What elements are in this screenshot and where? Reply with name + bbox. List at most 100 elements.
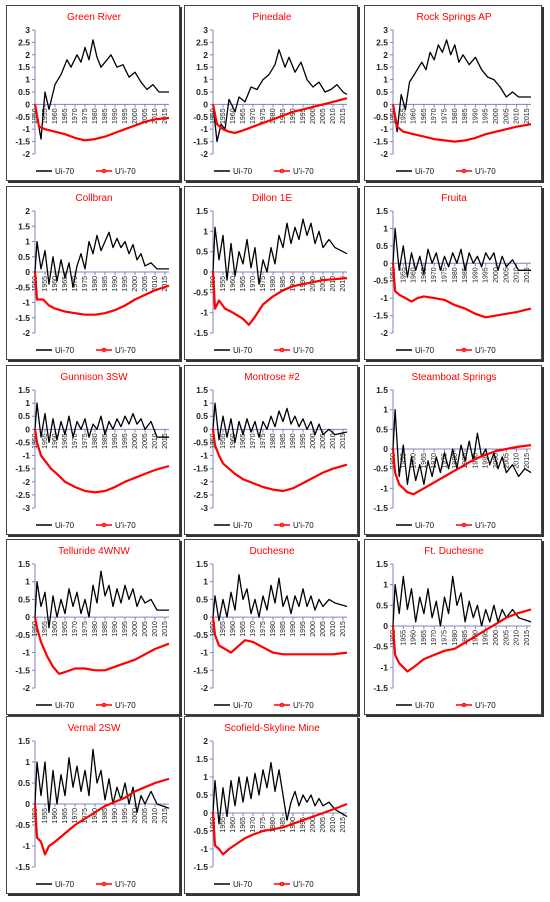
- y-tick-label: 1.5: [376, 62, 388, 72]
- x-tick-label: 1955: [42, 276, 49, 292]
- legend-uprime-marker: [101, 702, 107, 708]
- y-tick-label: 1: [25, 577, 30, 587]
- y-tick-label: 0: [25, 267, 30, 277]
- legend-uprime-label: U'i-70: [293, 701, 314, 710]
- y-tick-label: 0.5: [18, 87, 30, 97]
- x-tick-label: 2010: [330, 433, 337, 449]
- x-tick-label: 1970: [72, 433, 79, 449]
- y-tick-label: 0: [25, 99, 30, 109]
- x-tick-label: 1970: [431, 267, 438, 283]
- x-tick-label: 1955: [400, 630, 407, 646]
- x-tick-label: 1965: [62, 276, 69, 292]
- x-tick-label: 1975: [441, 630, 448, 646]
- y-tick-label: -1.5: [193, 862, 208, 872]
- y-tick-label: 2: [383, 50, 388, 60]
- x-tick-label: 2005: [320, 433, 327, 449]
- x-tick-label: 2015: [162, 276, 169, 292]
- y-tick-label: -1: [200, 451, 208, 461]
- legend-uprime-label: U'i-70: [475, 346, 496, 355]
- y-tick-label: -0.5: [193, 112, 208, 122]
- y-tick-label: -2: [380, 149, 388, 159]
- x-tick-label: 1980: [92, 433, 99, 449]
- x-tick-label: 1960: [52, 621, 59, 637]
- y-tick-label: 2: [203, 50, 208, 60]
- x-tick-label: 1975: [260, 433, 267, 449]
- x-tick-label: 1965: [62, 621, 69, 637]
- y-tick-label: -0.5: [373, 464, 388, 474]
- x-tick-label: 1960: [230, 817, 237, 833]
- x-tick-label: 1960: [230, 276, 237, 292]
- y-tick-label: 3: [203, 25, 208, 35]
- y-tick-label: -3: [200, 503, 208, 513]
- x-tick-label: 1990: [290, 276, 297, 292]
- x-tick-label: 2015: [340, 817, 347, 833]
- x-tick-label: 1960: [230, 621, 237, 637]
- x-tick-label: 2005: [142, 108, 149, 124]
- x-tick-label: 1990: [112, 808, 119, 824]
- chart-title: Scofield-Skyline Mine: [224, 723, 320, 734]
- x-tick-label: 1965: [62, 433, 69, 449]
- x-tick-label: 1970: [72, 276, 79, 292]
- y-tick-label: -0.5: [373, 112, 388, 122]
- x-tick-label: 1980: [270, 621, 277, 637]
- x-tick-label: 1980: [270, 108, 277, 124]
- x-tick-label: 2005: [503, 630, 510, 646]
- y-tick-label: -0.5: [15, 112, 30, 122]
- chart-svg: Gunnison 3SW 1.5 1 0.5 0 -0.5 -1 -1.5 -2 -2.5 -3 19…: [15, 372, 170, 530]
- y-tick-label: -0.5: [15, 820, 30, 830]
- y-tick-label: -0.5: [193, 287, 208, 297]
- series-uprime-line: [211, 97, 348, 135]
- y-tick-label: -1: [200, 308, 208, 318]
- x-tick-label: 1985: [280, 433, 287, 449]
- x-tick-label: 1990: [112, 433, 119, 449]
- x-tick-label: 1975: [441, 267, 448, 283]
- legend-uprime-label: U'i-70: [293, 521, 314, 530]
- y-tick-label: -0.5: [193, 437, 208, 447]
- x-tick-label: 1960: [411, 453, 418, 469]
- series-uprime-line: [391, 263, 532, 319]
- x-tick-label: 1970: [250, 433, 257, 449]
- y-tick-label: 0.5: [18, 594, 30, 604]
- x-tick-label: 2000: [310, 433, 317, 449]
- legend-uprime-label: U'i-70: [475, 521, 496, 530]
- y-tick-label: 0: [203, 612, 208, 622]
- legend-uprime-label: U'i-70: [293, 346, 314, 355]
- y-tick-label: -0.5: [15, 437, 30, 447]
- legend-uprime-marker: [461, 522, 467, 528]
- x-tick-label: 1985: [102, 621, 109, 637]
- legend-ui-label: Ui-70: [55, 701, 75, 710]
- x-tick-label: 1995: [122, 276, 129, 292]
- x-tick-label: 1985: [102, 108, 109, 124]
- x-tick-label: 2005: [320, 108, 327, 124]
- legend-uprime-label: U'i-70: [115, 346, 136, 355]
- y-tick-label: -1.5: [15, 862, 30, 872]
- y-tick-label: 1.5: [196, 754, 208, 764]
- series-ui-line: [392, 39, 531, 133]
- x-tick-label: 1990: [472, 267, 479, 283]
- y-tick-label: 0.5: [18, 778, 30, 788]
- x-tick-label: 1980: [92, 108, 99, 124]
- series-uprime-line: [211, 429, 348, 493]
- x-tick-label: 1970: [431, 108, 438, 124]
- y-tick-label: 2: [25, 206, 30, 216]
- x-tick-label: 1960: [52, 808, 59, 824]
- y-tick-label: -2.5: [15, 490, 30, 500]
- x-tick-label: 1990: [472, 453, 479, 469]
- x-tick-label: 2010: [152, 621, 159, 637]
- chart-panel: Green River 3 2.5 2 1.5 1 0.5 0 -0.5 -1 -1.5 -2 1950…: [6, 5, 180, 181]
- legend-uprime-label: U'i-70: [475, 701, 496, 710]
- series-uprime-line: [391, 608, 532, 673]
- series-ui-line: [34, 748, 170, 814]
- y-tick-label: -0.5: [15, 630, 30, 640]
- x-tick-label: 2000: [310, 817, 317, 833]
- chart-panel: Duchesne 1.5 1 0.5 0 -0.5 -1 -1.5 -2 1950 1955 1960…: [184, 539, 358, 715]
- y-tick-label: 0.5: [196, 87, 208, 97]
- y-tick-label: 0: [383, 621, 388, 631]
- chart-title: Duchesne: [249, 546, 294, 557]
- y-tick-label: 1: [203, 75, 208, 85]
